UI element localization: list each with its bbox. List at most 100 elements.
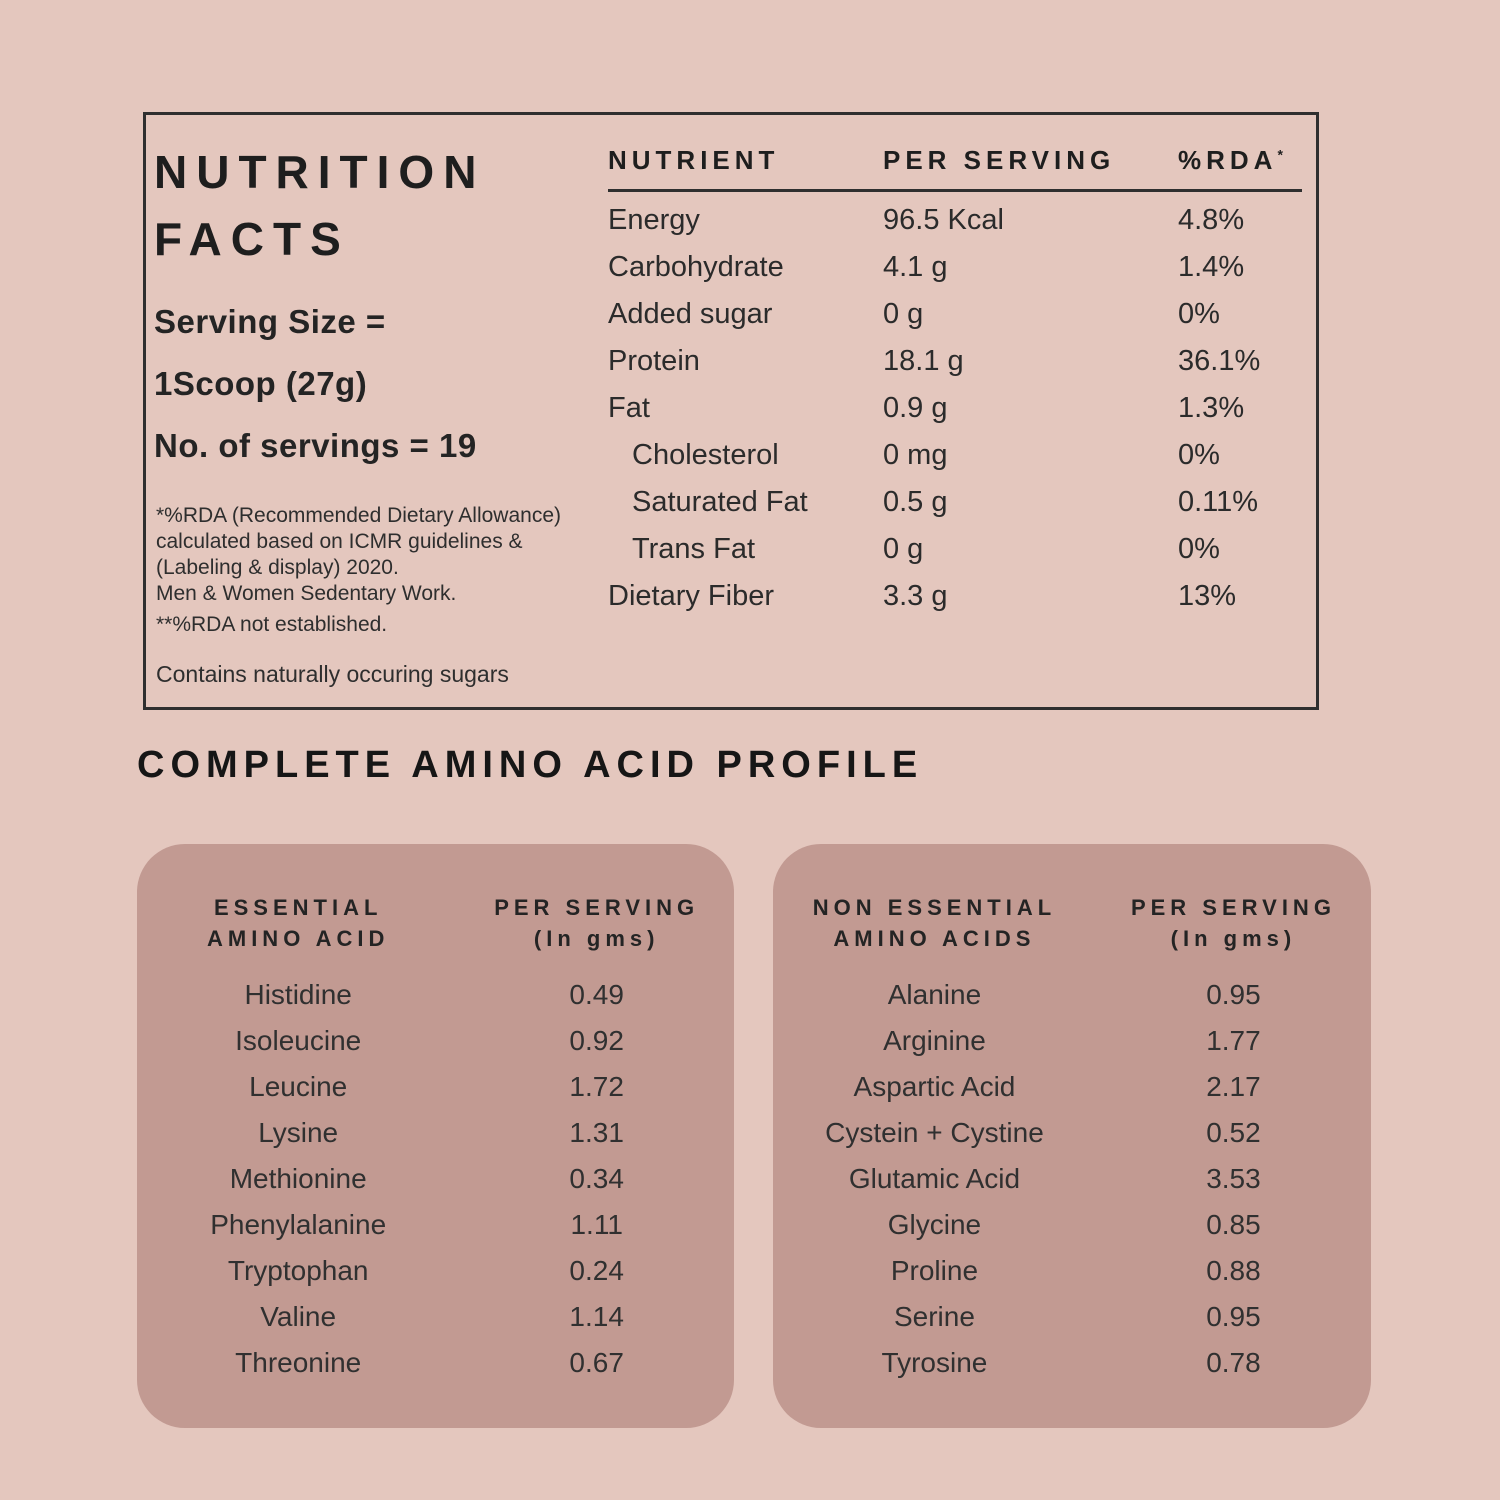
footnote-line: (Labeling & display) 2020. bbox=[156, 556, 399, 579]
amino-value: 0.88 bbox=[1206, 1255, 1261, 1286]
amino-value: 0.85 bbox=[1206, 1209, 1261, 1240]
nutrient-name: Fat bbox=[608, 392, 650, 424]
amino-value: 0.67 bbox=[569, 1347, 624, 1378]
amino-value: 1.14 bbox=[569, 1301, 624, 1332]
non-essential-name-header: NON ESSENTIAL AMINO ACIDS bbox=[812, 895, 1057, 951]
amino-value: 0.49 bbox=[569, 979, 624, 1010]
rda-not-established-note: **%RDA not established. bbox=[156, 613, 388, 636]
nutrient-name: Dietary Fiber bbox=[608, 580, 774, 612]
nutrient-name: Added sugar bbox=[608, 298, 773, 330]
nutrient-amount: 4.1 g bbox=[883, 251, 948, 283]
nutrient-rda: 1.3% bbox=[1178, 392, 1245, 424]
amino-row: Histidine 0.49 bbox=[137, 972, 734, 1018]
amino-name: Lysine bbox=[258, 1117, 339, 1148]
amino-row: Tyrosine 0.78 bbox=[773, 1340, 1371, 1386]
amino-row: Cystein + Cystine 0.52 bbox=[773, 1110, 1371, 1156]
title-line-1: NUTRITION bbox=[154, 146, 486, 198]
nutrient-name: Saturated Fat bbox=[632, 486, 808, 518]
amino-row: Methionine 0.34 bbox=[137, 1156, 734, 1202]
amino-value: 0.92 bbox=[569, 1025, 624, 1056]
table-row: Fat 0.9 g 1.3% bbox=[608, 385, 1302, 432]
rda-asterisk: * bbox=[1277, 146, 1283, 163]
nutrient-amount: 96.5 Kcal bbox=[883, 204, 1004, 236]
non-essential-amino-header: NON ESSENTIAL AMINO ACIDS PER SERVING (I… bbox=[773, 892, 1371, 954]
natural-sugars-note: Contains naturally occuring sugars bbox=[156, 661, 509, 687]
amino-value: 0.52 bbox=[1206, 1117, 1261, 1148]
footnote-line: calculated based on ICMR guidelines & bbox=[156, 530, 523, 553]
title-line-2: FACTS bbox=[154, 213, 350, 265]
essential-amino-panel: ESSENTIAL AMINO ACID PER SERVING (In gms… bbox=[137, 844, 734, 1428]
non-essential-amino-panel: NON ESSENTIAL AMINO ACIDS PER SERVING (I… bbox=[773, 844, 1371, 1428]
non-essential-value-header: PER SERVING (In gms) bbox=[1130, 895, 1336, 951]
amino-value: 0.95 bbox=[1206, 979, 1261, 1010]
amino-name: Glutamic Acid bbox=[848, 1163, 1021, 1194]
amino-row: Tryptophan 0.24 bbox=[137, 1248, 734, 1294]
amino-row: Isoleucine 0.92 bbox=[137, 1018, 734, 1064]
amino-name: Threonine bbox=[235, 1347, 362, 1378]
essential-name-header: ESSENTIAL AMINO ACID bbox=[206, 895, 390, 951]
nutrient-name: Energy bbox=[608, 204, 700, 236]
amino-row: Threonine 0.67 bbox=[137, 1340, 734, 1386]
amino-name: Isoleucine bbox=[235, 1025, 362, 1056]
amino-name: Aspartic Acid bbox=[853, 1071, 1016, 1102]
table-row: Protein 18.1 g 36.1% bbox=[608, 338, 1302, 385]
nutrient-amount: 0 g bbox=[883, 533, 924, 565]
col-header-rda: %RDA* bbox=[1178, 145, 1283, 175]
amino-name: Serine bbox=[893, 1301, 975, 1332]
serving-info: Serving Size = 1Scoop (27g) No. of servi… bbox=[154, 291, 477, 477]
amino-row: Phenylalanine 1.11 bbox=[137, 1202, 734, 1248]
amino-name: Methionine bbox=[229, 1163, 367, 1194]
amino-name: Arginine bbox=[883, 1025, 986, 1056]
nutrient-rda: 0.11% bbox=[1178, 486, 1259, 518]
rda-footnote: *%RDA (Recommended Dietary Allowance) ca… bbox=[156, 503, 561, 607]
nutrient-rda: 0% bbox=[1178, 439, 1220, 471]
amino-name: Alanine bbox=[887, 979, 982, 1010]
amino-name: Glycine bbox=[887, 1209, 982, 1240]
table-row: Trans Fat 0 g 0% bbox=[608, 526, 1302, 573]
nutrient-name: Trans Fat bbox=[632, 533, 756, 565]
nutrient-name: Cholesterol bbox=[632, 439, 779, 471]
nutrient-name: Carbohydrate bbox=[608, 251, 784, 283]
essential-amino-header: ESSENTIAL AMINO ACID PER SERVING (In gms… bbox=[137, 892, 734, 954]
table-row: Saturated Fat 0.5 g 0.11% bbox=[608, 479, 1302, 526]
amino-row: Glycine 0.85 bbox=[773, 1202, 1371, 1248]
table-row: Cholesterol 0 mg 0% bbox=[608, 432, 1302, 479]
amino-value: 1.31 bbox=[569, 1117, 624, 1148]
nutrient-name: Protein bbox=[608, 345, 700, 377]
amino-value: 2.17 bbox=[1206, 1071, 1261, 1102]
amino-row: Arginine 1.77 bbox=[773, 1018, 1371, 1064]
nutrient-rda: 4.8% bbox=[1178, 204, 1245, 236]
footnote-line: *%RDA (Recommended Dietary Allowance) bbox=[156, 504, 561, 527]
nutrient-table-header: NUTRIENT PER SERVING %RDA* bbox=[608, 145, 1302, 176]
nutrient-amount: 0 mg bbox=[883, 439, 948, 471]
table-row: Carbohydrate 4.1 g 1.4% bbox=[608, 244, 1302, 291]
amino-value: 0.24 bbox=[569, 1255, 624, 1286]
amino-value: 0.34 bbox=[569, 1163, 624, 1194]
amino-value: 1.72 bbox=[569, 1071, 624, 1102]
table-row: Energy 96.5 Kcal 4.8% bbox=[608, 197, 1302, 244]
amino-value: 0.78 bbox=[1206, 1347, 1261, 1378]
amino-profile-heading: COMPLETE AMINO ACID PROFILE bbox=[137, 744, 924, 786]
col-header-per-serving: PER SERVING bbox=[883, 145, 1116, 175]
amino-name: Valine bbox=[260, 1301, 337, 1332]
amino-row: Aspartic Acid 2.17 bbox=[773, 1064, 1371, 1110]
nutrient-rda: 1.4% bbox=[1178, 251, 1245, 283]
amino-name: Histidine bbox=[244, 979, 352, 1010]
header-divider-line bbox=[608, 189, 1302, 192]
amino-name: Phenylalanine bbox=[210, 1209, 387, 1240]
nutrient-amount: 0 g bbox=[883, 298, 924, 330]
amino-value: 0.95 bbox=[1206, 1301, 1261, 1332]
essential-value-header: PER SERVING (In gms) bbox=[494, 895, 700, 951]
amino-name: Tryptophan bbox=[227, 1255, 369, 1286]
amino-row: Leucine 1.72 bbox=[137, 1064, 734, 1110]
nutrient-amount: 3.3 g bbox=[883, 580, 948, 612]
nutrient-amount: 0.5 g bbox=[883, 486, 948, 518]
nutrition-facts-title: NUTRITION FACTS bbox=[154, 139, 485, 273]
nutrient-rda: 36.1% bbox=[1178, 345, 1261, 377]
amino-value: 3.53 bbox=[1206, 1163, 1261, 1194]
amino-name: Proline bbox=[890, 1255, 979, 1286]
amino-row: Valine 1.14 bbox=[137, 1294, 734, 1340]
nutrient-amount: 18.1 g bbox=[883, 345, 964, 377]
serving-size-value: 1Scoop (27g) bbox=[154, 365, 368, 402]
servings-count: No. of servings = 19 bbox=[154, 427, 477, 464]
